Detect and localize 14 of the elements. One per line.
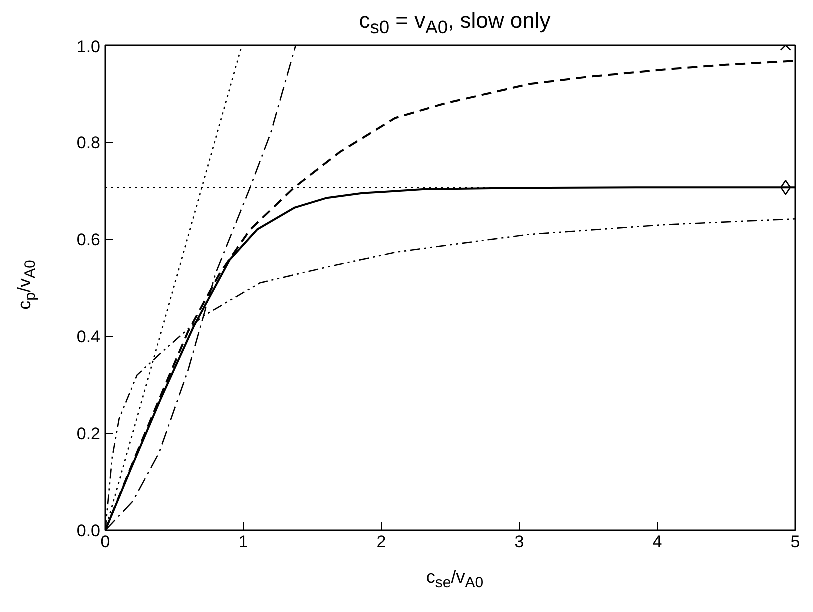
chart-title: c$_{s0}$ = v$_{A0}$, slow only <box>359 7 551 40</box>
x-tick-label: 2 <box>376 532 386 552</box>
x-tick-label: 3 <box>514 532 524 552</box>
y-tick-label: 1.0 <box>76 38 101 56</box>
x-tick-label: 5 <box>790 532 800 552</box>
y-tick-label: 0.2 <box>76 424 101 444</box>
y-tick-label: 0.6 <box>76 230 101 250</box>
y-tick-label: 0.8 <box>76 134 101 152</box>
x-tick-label: 0 <box>100 532 110 552</box>
y-tick-label: 0.0 <box>76 522 101 540</box>
x-axis-title: c$_{se}$/v$_{A0}$ <box>426 566 484 594</box>
x-tick-label: 4 <box>652 532 662 552</box>
x-tick-label: 1 <box>238 532 248 552</box>
y-tick-label: 0.4 <box>76 328 101 346</box>
